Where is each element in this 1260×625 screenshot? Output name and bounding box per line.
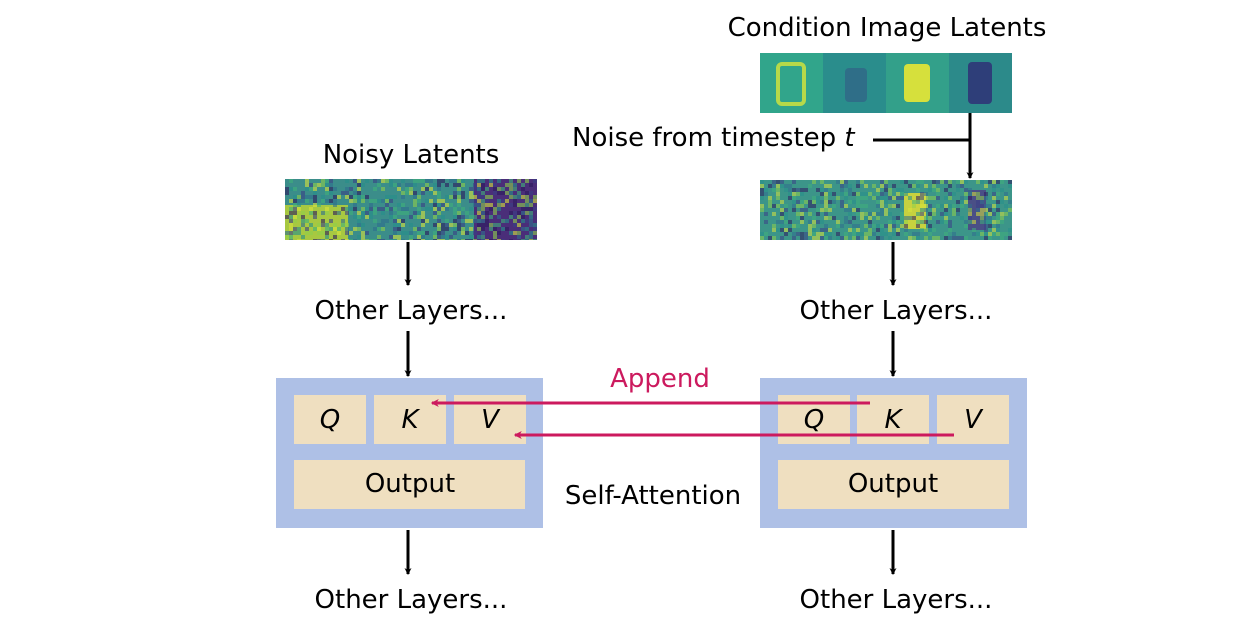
left-q-cell [294, 395, 366, 444]
left-v-label: V [481, 405, 501, 435]
right-q-label: Q [804, 405, 824, 435]
right-attention-block: Q K V Output [760, 378, 1027, 528]
right-v-label: V [964, 405, 984, 435]
noise-label-text: Noise from timestep [572, 123, 844, 153]
left-q-label: Q [320, 405, 340, 435]
left-output-label: Output [365, 469, 455, 499]
left-other-layers-bottom: Other Layers... [315, 585, 508, 615]
condition-latents-image [760, 53, 1012, 113]
right-output-cell [778, 460, 1009, 509]
left-k-label: K [401, 405, 420, 435]
noisy-latents-image [285, 179, 537, 240]
left-other-layers-top: Other Layers... [315, 296, 508, 326]
noise-timestep-var: t [844, 123, 855, 153]
right-k-label: K [884, 405, 903, 435]
condition-latents-title: Condition Image Latents [728, 13, 1047, 43]
self-attention-label: Self-Attention [565, 481, 741, 511]
noisy-condition-latents-image [760, 180, 1012, 240]
noise-label: Noise from timestep t [572, 123, 855, 153]
append-label: Append [610, 364, 710, 394]
noisy-latents-title: Noisy Latents [323, 140, 500, 170]
right-output-label: Output [848, 469, 938, 499]
left-output-cell [294, 460, 525, 509]
left-attention-block: Q K V Output [276, 378, 543, 528]
right-other-layers-bottom: Other Layers... [800, 585, 993, 615]
right-other-layers-top: Other Layers... [800, 296, 993, 326]
